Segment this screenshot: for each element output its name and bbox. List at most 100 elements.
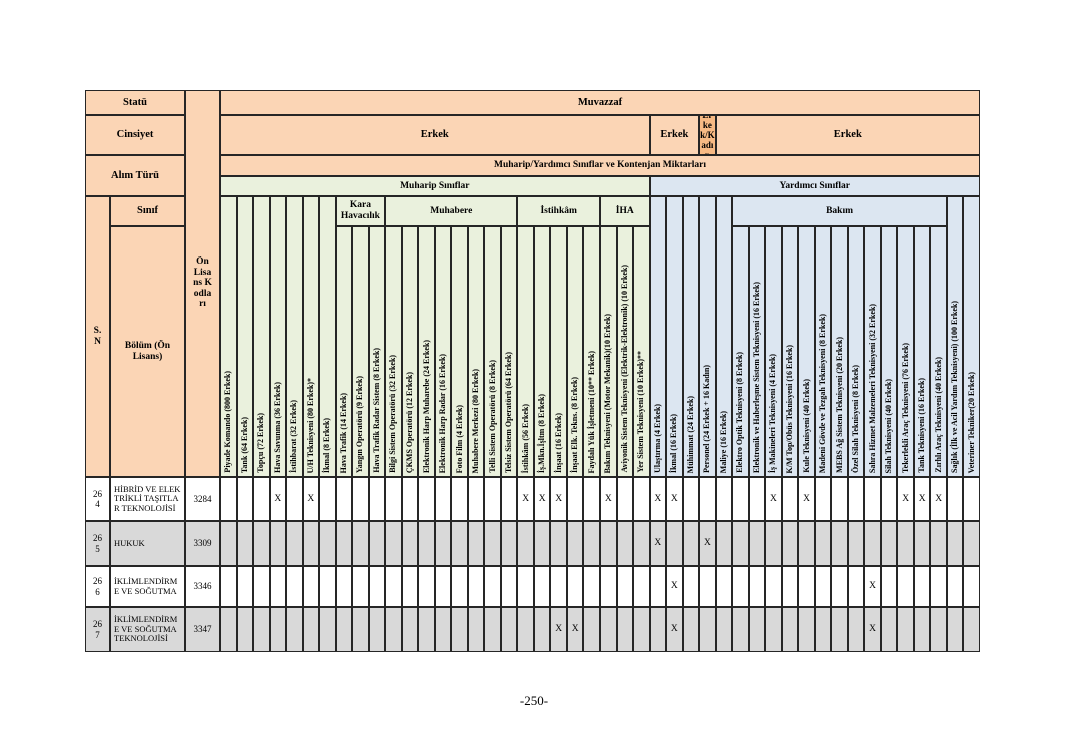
cell-r0c6: [319, 477, 336, 521]
cell-r3c36: [814, 607, 832, 652]
cell-r0c7: [335, 477, 353, 521]
cell-r0c15: [467, 477, 485, 521]
cell-r3c27: X: [666, 607, 683, 652]
column-header-20: İnşaat (16 Erkek): [550, 226, 567, 477]
cell-r0c11: [401, 477, 419, 521]
cell-r0c1: [236, 477, 254, 521]
column-header-29: Personel (24 Erkek + 16 Kadın): [699, 196, 716, 477]
column-header-label: Yangın Operatörü (9 Erkek): [355, 375, 365, 473]
group-header-6: Bakım: [732, 196, 947, 226]
column-header-label: Hava Savunma (36 Erkek): [272, 382, 282, 473]
cell-r0c0: [220, 477, 237, 521]
cell-r1c5: [302, 521, 320, 566]
cell-r2c19: [533, 566, 551, 607]
gender-group-2: Erkek/Kadın: [699, 115, 716, 155]
cell-r1c24: [616, 521, 634, 566]
cell-r1c8: [352, 521, 369, 566]
page-number: -250-: [519, 693, 549, 708]
column-header-21: İnşaat Elk. Tekns. (8 Erkek): [566, 226, 584, 477]
cell-r3c33: [765, 607, 782, 652]
cell-r3c9: [368, 607, 386, 652]
cell-r1c29: X: [699, 521, 716, 566]
column-header-label: Elektro Optik Teknisyeni (8 Erkek): [735, 352, 745, 473]
cell-r1c31: [732, 521, 749, 566]
cell-r2c44: [946, 566, 964, 607]
cell-r0c8: [352, 477, 369, 521]
cell-r1c25: [633, 521, 650, 566]
cell-r1c44: [946, 521, 964, 566]
cell-r1c18: [517, 521, 534, 566]
cell-r1c45: [963, 521, 980, 566]
cell-r1c16: [484, 521, 501, 566]
group-header-3: İstihkâm: [517, 196, 600, 226]
cell-r1c37: [831, 521, 848, 566]
cell-r3c8: [352, 607, 369, 652]
cell-r1c13: [434, 521, 452, 566]
group-header-2: Muhabere: [385, 196, 518, 226]
column-header-27: İkmal (16 Erkek): [666, 196, 683, 477]
column-header-5: U/H Teknisyeni (80 Erkek)*: [302, 196, 320, 477]
cell-r0c18: X: [517, 477, 534, 521]
column-header-label: İş Makineleri Teknisyeni (4 Erkek): [768, 353, 778, 473]
cell-r3c31: [732, 607, 749, 652]
cell-r0c28: [682, 477, 700, 521]
column-header-label: İstihbarat (32 Erkek): [289, 400, 299, 473]
column-header-label: Hava Trafik Radar Sistem (8 Erkek): [371, 348, 381, 473]
cell-r0c27: X: [666, 477, 683, 521]
cell-r3c29: [699, 607, 716, 652]
column-header-label: U/H Teknisyeni (80 Erkek)*: [305, 377, 315, 473]
cell-r3c44: [946, 607, 964, 652]
cell-r1c34: [781, 521, 799, 566]
column-header-label: Aviyonik Sistem Teknisyeni (Elektrik-Ele…: [619, 265, 629, 473]
gender-group-3: Erkek: [715, 115, 980, 155]
cell-r0c25: [633, 477, 650, 521]
cell-r2c21: [566, 566, 584, 607]
cell-r3c16: [484, 607, 501, 652]
cell-r2c29: [699, 566, 716, 607]
column-header-9: Hava Trafik Radar Sistem (8 Erkek): [368, 226, 386, 477]
row-sn: 265: [85, 521, 110, 566]
cell-r1c33: [765, 521, 782, 566]
cell-r3c32: [748, 607, 766, 652]
column-header-32: Elektronik ve Haberleşme Sistem Teknisye…: [748, 226, 766, 477]
cell-r2c34: [781, 566, 799, 607]
gender-group-1: Erkek: [649, 115, 700, 155]
row-bolum: HİBRİD VE ELEKTRİKLİ TAŞITLAR TEKNOLOJİS…: [110, 477, 185, 521]
cell-r0c9: [368, 477, 386, 521]
cell-r3c26: [649, 607, 667, 652]
column-header-label: Tekerlekli Araç Teknisyeni (76 Erkek): [900, 343, 910, 473]
cell-r1c19: [533, 521, 551, 566]
column-header-label: ÇKMS Operatörü (12 Erkek): [404, 371, 414, 473]
cell-r3c13: [434, 607, 452, 652]
cell-r0c29: [699, 477, 716, 521]
cell-r1c35: [798, 521, 815, 566]
alim-turu-row-label: Alım Türü: [85, 155, 185, 196]
cell-r0c2: [253, 477, 270, 521]
cell-r1c23: [600, 521, 617, 566]
cell-r1c14: [451, 521, 468, 566]
cell-r0c30: [715, 477, 733, 521]
column-header-label: Ulaştırma (4 Erkek): [652, 404, 662, 473]
column-header-label: Sahra Hizmet Malzemeleri Teknisyeni (32 …: [867, 303, 877, 473]
cell-r3c40: [880, 607, 898, 652]
cell-r2c1: [236, 566, 254, 607]
cell-r2c3: [269, 566, 287, 607]
cell-r1c27: [666, 521, 683, 566]
cell-r0c17: [500, 477, 518, 521]
quota-table: Statü Cinsiyet Alım Türü Sınıf S.N Bölüm…: [85, 90, 980, 652]
cell-r3c30: [715, 607, 733, 652]
column-header-18: İstihkâm (56 Erkek): [517, 226, 534, 477]
column-header-label: Elektronik Harp Muharebe (24 Erkek): [421, 339, 431, 473]
cell-r0c26: X: [649, 477, 667, 521]
cell-r2c5: [302, 566, 320, 607]
cell-r2c27: X: [666, 566, 683, 607]
cell-r3c25: [633, 607, 650, 652]
cell-r0c19: X: [533, 477, 551, 521]
column-header-41: Tekerlekli Araç Teknisyeni (76 Erkek): [897, 226, 914, 477]
sn-column-header: S.N: [85, 196, 110, 477]
row-bolum: HUKUK: [110, 521, 185, 566]
cell-r2c26: [649, 566, 667, 607]
cinsiyet-row-label: Cinsiyet: [85, 115, 185, 155]
cell-r1c30: [715, 521, 733, 566]
cell-r1c17: [500, 521, 518, 566]
